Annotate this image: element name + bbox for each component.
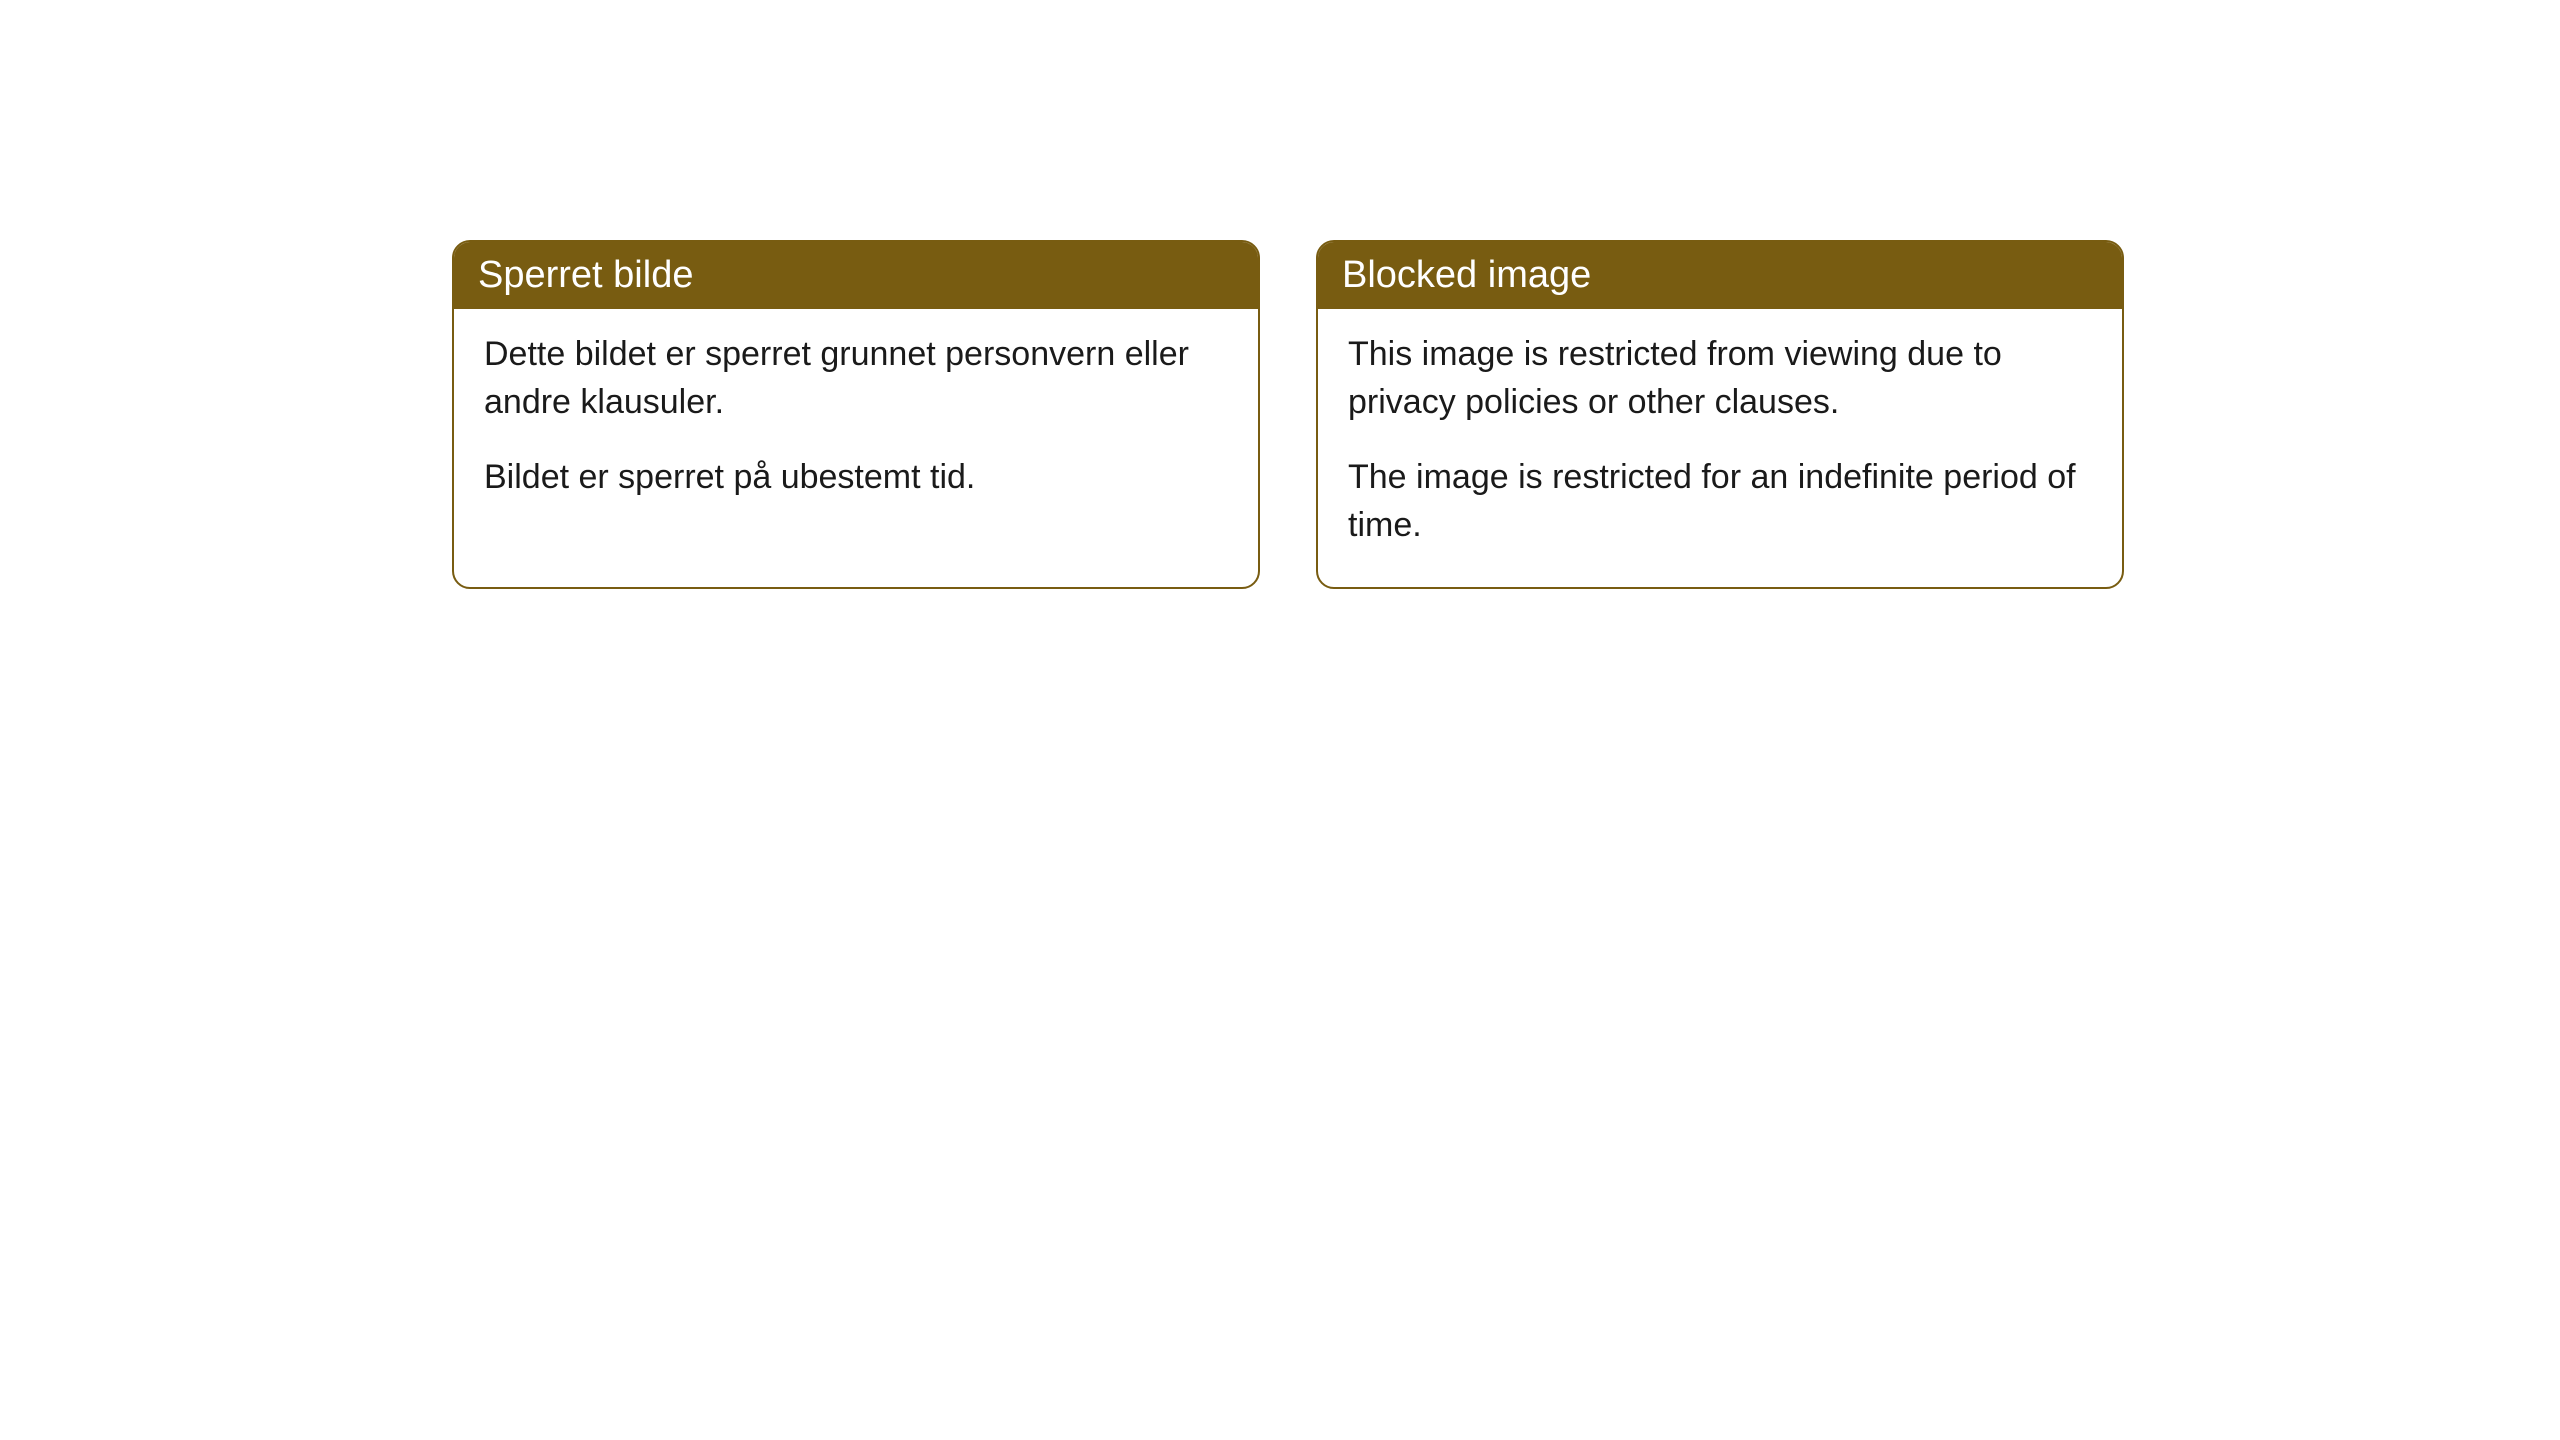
notice-container: Sperret bilde Dette bildet er sperret gr… [452, 240, 2124, 589]
blocked-image-card-english: Blocked image This image is restricted f… [1316, 240, 2124, 589]
card-body-english: This image is restricted from viewing du… [1318, 309, 2122, 587]
notice-text-2-norwegian: Bildet er sperret på ubestemt tid. [484, 454, 1228, 502]
card-header-norwegian: Sperret bilde [454, 242, 1258, 309]
notice-text-1-norwegian: Dette bildet er sperret grunnet personve… [484, 331, 1228, 426]
card-body-norwegian: Dette bildet er sperret grunnet personve… [454, 309, 1258, 540]
notice-text-1-english: This image is restricted from viewing du… [1348, 331, 2092, 426]
card-header-english: Blocked image [1318, 242, 2122, 309]
blocked-image-card-norwegian: Sperret bilde Dette bildet er sperret gr… [452, 240, 1260, 589]
notice-text-2-english: The image is restricted for an indefinit… [1348, 454, 2092, 549]
